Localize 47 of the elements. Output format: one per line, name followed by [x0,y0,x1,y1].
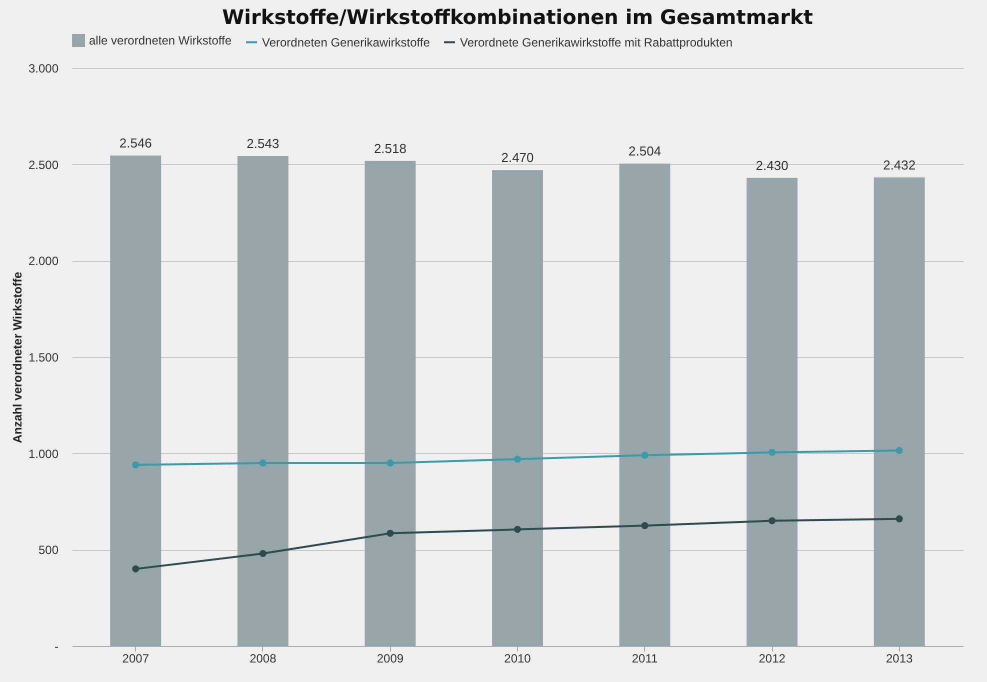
data-label: 2.470 [501,150,534,166]
x-tick-label: 2013 [886,652,914,666]
point [132,461,140,468]
point [896,446,903,454]
chart-title: Wirkstoffe/Wirkstoffkombinationen im Gesamtmarkt [222,5,814,29]
point [259,459,266,466]
x-tick-label: 2010 [504,652,532,666]
data-label: 2.430 [756,158,788,173]
point [641,452,648,459]
legend-label: alle verordneten Wirkstoffe [89,34,232,48]
bar [619,164,670,646]
point [514,526,522,533]
y-tick-label: 1.000 [28,446,59,461]
bar [746,178,798,646]
point [386,530,394,537]
legend-label: Verordnete Generikawirkstoffe mit Rabattprodukten [460,35,733,50]
x-tick-label: 2008 [250,652,277,666]
x-tick-label: 2011 [632,652,658,666]
data-label: 2.432 [883,157,916,172]
point [514,456,522,463]
bar [110,155,162,646]
y-axis-title: Anzahl verordneter Wirkstoffe [10,272,24,444]
x-tick-label: 2009 [376,652,404,666]
bar [364,160,416,646]
y-tick-label: 2.500 [28,158,59,172]
y-tick-label: 3.000 [28,62,59,76]
y-tick-label: 2.000 [28,254,59,268]
point [132,565,140,572]
point [386,459,394,466]
bar [874,177,925,646]
data-label: 2.546 [119,135,152,150]
data-label: 2.518 [374,140,406,156]
point [896,515,903,522]
y-tick-label: 1.500 [28,350,59,364]
point [259,550,266,558]
point [768,448,776,456]
point [768,517,776,524]
legend-label: Verordneten Generikawirkstoffe [262,35,430,50]
data-label: 2.504 [628,144,662,159]
y-tick-label: - [54,640,58,654]
bar [492,170,543,646]
y-tick-label: 500 [38,543,59,558]
data-label: 2.543 [246,136,280,152]
point [641,522,648,530]
x-tick-label: 2007 [122,652,150,666]
bar [237,156,288,646]
x-tick-label: 2012 [758,652,786,666]
